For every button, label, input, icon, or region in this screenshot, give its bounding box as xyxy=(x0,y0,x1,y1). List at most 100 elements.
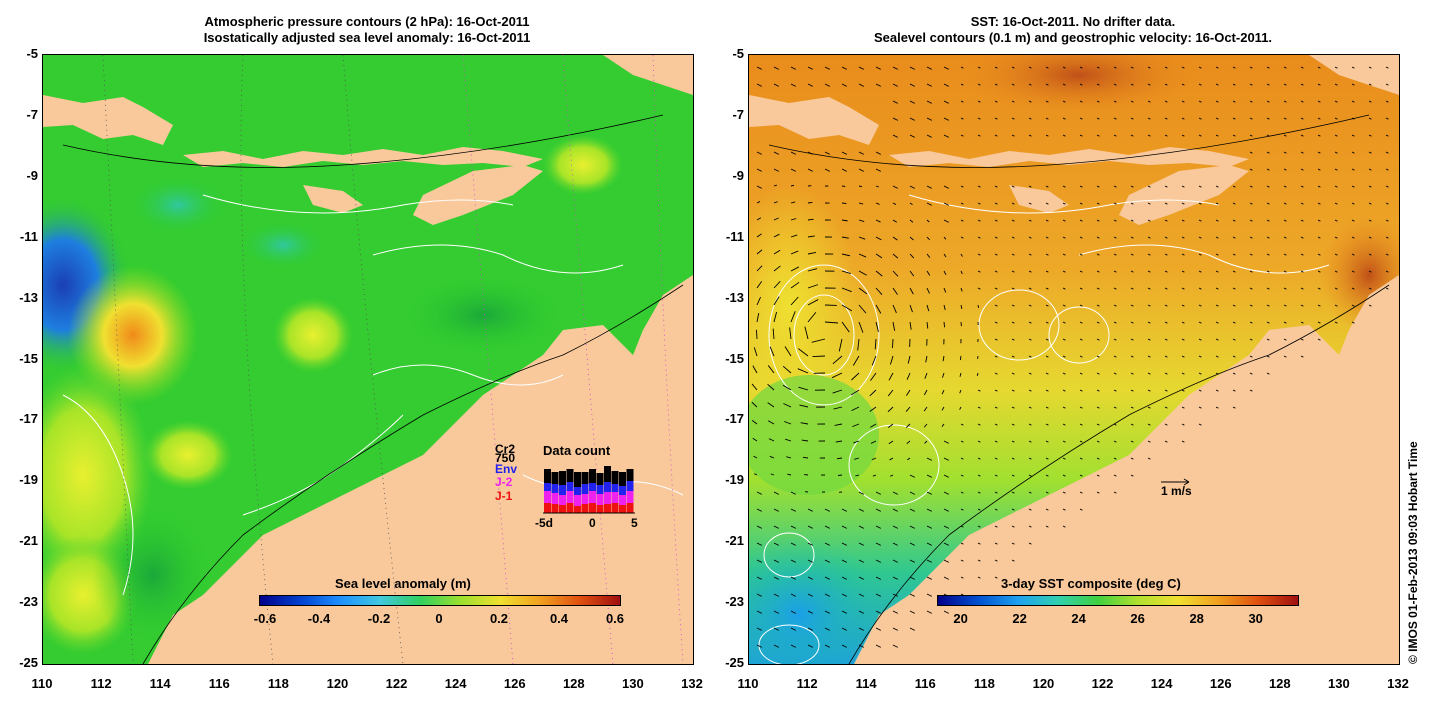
velocity-arrow xyxy=(909,491,916,495)
velocity-arrow xyxy=(1215,134,1219,137)
velocity-arrow xyxy=(892,270,899,277)
velocity-arrow xyxy=(790,576,797,580)
velocity-arrow xyxy=(1385,168,1389,171)
velocity-arrow xyxy=(1232,134,1236,137)
velocity-arrow xyxy=(1351,270,1355,273)
velocity-arrow xyxy=(1266,355,1270,358)
velocity-arrow xyxy=(1249,219,1253,222)
velocity-arrow xyxy=(756,559,763,563)
velocity-arrow xyxy=(756,249,763,255)
velocity-arrow xyxy=(977,491,981,494)
velocity-arrow xyxy=(1215,185,1219,188)
velocity-arrow xyxy=(960,83,964,86)
velocity-arrow xyxy=(960,457,964,460)
velocity-arrow xyxy=(1300,236,1304,239)
velocity-arrow xyxy=(994,457,998,460)
velocity-arrow xyxy=(960,525,964,528)
velocity-arrow xyxy=(858,66,865,70)
velocity-arrow xyxy=(1011,185,1015,188)
velocity-arrow xyxy=(888,440,894,445)
velocity-arrow xyxy=(1113,406,1117,409)
velocity-arrow xyxy=(892,644,899,648)
x-tick-right: 114 xyxy=(855,676,877,691)
data-count-bar xyxy=(566,482,574,491)
velocity-arrow xyxy=(1011,236,1015,239)
velocity-arrow xyxy=(960,508,964,511)
velocity-arrow xyxy=(977,219,981,222)
velocity-arrow xyxy=(1300,168,1304,171)
velocity-arrow xyxy=(858,83,865,87)
velocity-arrow xyxy=(977,236,981,239)
velocity-arrow xyxy=(1147,100,1151,103)
velocity-arrow xyxy=(892,134,899,138)
velocity-arrow xyxy=(926,559,933,563)
velocity-arrow xyxy=(841,304,853,312)
velocity-arrow xyxy=(790,151,797,155)
velocity-arrow xyxy=(756,508,763,512)
velocity-arrow xyxy=(892,185,899,189)
velocity-arrow xyxy=(977,287,981,290)
velocity-arrow xyxy=(994,576,998,579)
velocity-arrow xyxy=(1283,100,1287,103)
left-colorbar xyxy=(259,595,621,606)
velocity-arrow xyxy=(977,100,981,103)
velocity-arrow xyxy=(1062,253,1066,256)
velocity-arrow xyxy=(1249,151,1253,154)
velocity-arrow xyxy=(773,66,780,70)
velocity-arrow xyxy=(1113,355,1117,358)
velocity-arrow xyxy=(756,185,763,189)
data-count-bar xyxy=(596,494,604,505)
velocity-arrow xyxy=(1147,202,1151,205)
velocity-arrow xyxy=(1096,219,1100,222)
velocity-arrow xyxy=(756,312,760,323)
velocity-arrow xyxy=(1232,270,1236,273)
velocity-arrow xyxy=(1368,287,1372,290)
velocity-arrow xyxy=(1215,372,1219,375)
velocity-arrow xyxy=(1232,202,1236,205)
velocity-arrow xyxy=(1045,525,1049,528)
velocity-arrow xyxy=(977,423,981,426)
velocity-arrow xyxy=(1079,423,1083,426)
velocity-arrow xyxy=(1130,117,1134,120)
velocity-arrow xyxy=(1028,185,1032,188)
velocity-arrow xyxy=(756,576,763,580)
velocity-arrow xyxy=(1113,202,1117,205)
velocity-arrow xyxy=(807,268,818,272)
x-tick-right: 116 xyxy=(914,676,936,691)
velocity-arrow xyxy=(1317,100,1321,103)
velocity-arrow xyxy=(1147,389,1151,392)
velocity-arrow xyxy=(888,423,894,429)
velocity-arrow xyxy=(892,236,898,241)
y-tick-right: -11 xyxy=(725,228,744,244)
velocity-arrow xyxy=(841,83,848,87)
velocity-arrow xyxy=(909,559,916,563)
velocity-arrow xyxy=(925,355,928,363)
velocity-arrow xyxy=(1130,100,1134,103)
right-colorbar-tick: 30 xyxy=(1248,611,1263,626)
velocity-arrow xyxy=(1368,117,1372,120)
velocity-arrow xyxy=(1181,66,1185,69)
velocity-arrow xyxy=(1045,287,1049,290)
velocity-arrow xyxy=(1266,202,1270,205)
data-count-bar xyxy=(604,492,611,504)
velocity-arrow xyxy=(1096,389,1100,392)
data-count-bar xyxy=(574,495,581,506)
data-count-bar xyxy=(551,504,559,513)
velocity-arrow xyxy=(1334,100,1338,103)
velocity-arrow xyxy=(858,168,865,172)
velocity-arrow xyxy=(858,253,867,258)
velocity-arrow xyxy=(1130,66,1134,69)
velocity-arrow xyxy=(1368,66,1372,69)
velocity-arrow xyxy=(1300,304,1304,307)
x-tick-right: 112 xyxy=(796,676,818,691)
velocity-arrow xyxy=(1011,559,1015,562)
velocity-arrow xyxy=(1130,440,1134,443)
x-tick-right: 128 xyxy=(1268,676,1291,691)
velocity-arrow xyxy=(906,389,911,396)
velocity-arrow xyxy=(1249,168,1253,171)
x-tick-right: 118 xyxy=(973,676,995,691)
velocity-arrow xyxy=(841,270,852,274)
velocity-arrow xyxy=(790,218,797,221)
velocity-arrow xyxy=(858,542,865,546)
velocity-arrow xyxy=(1045,321,1049,324)
